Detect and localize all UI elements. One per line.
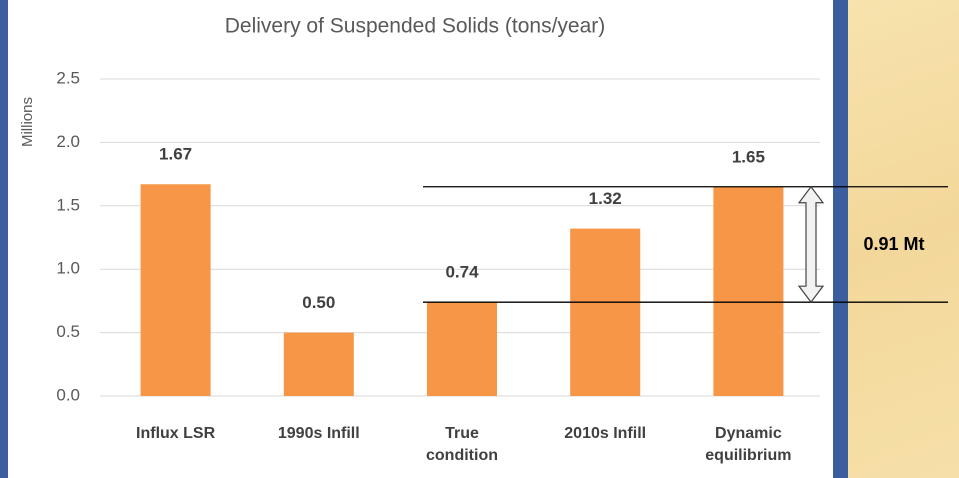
data-label: 1.67 bbox=[159, 145, 192, 164]
y-tick-label: 2.5 bbox=[56, 68, 80, 87]
x-tick-label: Influx LSR bbox=[136, 425, 216, 442]
side-panel bbox=[848, 0, 959, 478]
x-tick-label: True condition bbox=[426, 425, 498, 464]
bar bbox=[283, 332, 354, 396]
bar bbox=[570, 228, 641, 396]
x-tick-label: 2010s Infill bbox=[564, 425, 647, 442]
data-label: 0.50 bbox=[302, 293, 335, 312]
data-label: 1.32 bbox=[589, 189, 622, 208]
y-axis-label: Millions bbox=[19, 97, 36, 147]
annotation: 0.91 Mt bbox=[863, 234, 924, 254]
x-tick-label: Dynamic equilibrium bbox=[705, 425, 792, 464]
difference-arrow bbox=[797, 185, 825, 304]
bar bbox=[140, 184, 211, 396]
bar bbox=[427, 302, 497, 396]
y-tick-label: 0.0 bbox=[56, 385, 80, 404]
frame-edge bbox=[0, 0, 8, 478]
chart-title: Delivery of Suspended Solids (tons/year) bbox=[225, 15, 606, 38]
x-tick-label: 1990s Infill bbox=[277, 425, 360, 442]
y-tick-label: 0.5 bbox=[56, 322, 80, 341]
data-label: 1.65 bbox=[732, 147, 765, 166]
data-label: 0.74 bbox=[445, 263, 479, 282]
y-tick-label: 1.0 bbox=[56, 259, 80, 278]
y-tick-label: 1.5 bbox=[56, 195, 80, 214]
y-tick-label: 2.0 bbox=[56, 132, 80, 151]
frame-band bbox=[833, 0, 848, 478]
bar bbox=[713, 186, 784, 396]
